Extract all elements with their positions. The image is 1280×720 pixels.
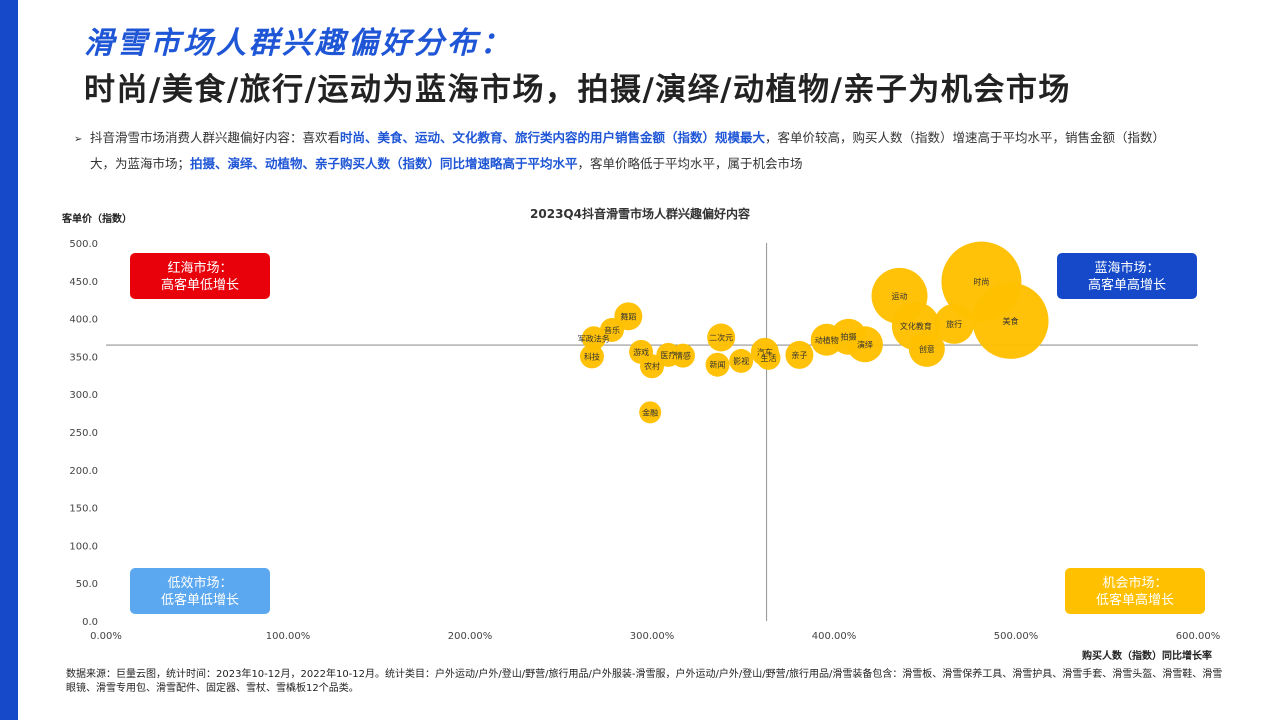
bubble-point bbox=[934, 303, 975, 344]
bubble-label: 科技 bbox=[584, 351, 600, 361]
quadrant-title: 蓝海市场： bbox=[1094, 260, 1159, 276]
x-tick-label: 100.00% bbox=[266, 631, 311, 642]
quadrant-title: 红海市场： bbox=[167, 260, 232, 276]
bubble-label: 时尚 bbox=[973, 277, 989, 287]
bubble-point bbox=[579, 344, 604, 369]
bubble-label: 音乐 bbox=[604, 325, 620, 335]
bubble-point bbox=[705, 352, 730, 377]
x-tick-label: 500.00% bbox=[994, 631, 1039, 642]
quadrant-desc: 低客单低增长 bbox=[161, 592, 239, 608]
y-tick-label: 50.0 bbox=[76, 579, 98, 590]
left-accent-bar bbox=[0, 0, 18, 720]
quadrant-box bbox=[130, 253, 270, 299]
x-tick-label: 400.00% bbox=[812, 631, 857, 642]
x-axis-label: 购买人数（指数）同比增长率 bbox=[1082, 649, 1212, 660]
bubble-label: 旅行 bbox=[946, 319, 962, 329]
quadrant-desc: 低客单高增长 bbox=[1096, 592, 1174, 608]
bubble-label: 创意 bbox=[919, 344, 935, 354]
bubble-point bbox=[629, 339, 654, 364]
bubble-point bbox=[729, 348, 754, 373]
bubble-label: 汽车 bbox=[757, 347, 773, 357]
bubble-label: 军政法务 bbox=[578, 333, 610, 343]
axes: 0.0 50.0 100.0 150.0 200.0 250.0 300.0 350.0 400… bbox=[69, 239, 1220, 642]
summary-highlight-2: 拍摄、演绎、动植物、亲子购买人数（指数）同比增速略高于平均水平 bbox=[190, 156, 578, 171]
bubble-label: 文化教育 bbox=[900, 321, 932, 331]
bubble-label: 生活 bbox=[760, 353, 776, 363]
bubble-point bbox=[785, 340, 814, 369]
summary-part4: ，客单价略低于平均水平，属于机会市场 bbox=[577, 156, 803, 171]
bubble-point bbox=[908, 330, 945, 367]
bubble-label: 亲子 bbox=[791, 350, 807, 360]
x-tick-label: 300.00% bbox=[630, 631, 675, 642]
x-tick-label: 200.00% bbox=[448, 631, 493, 642]
bubble-point bbox=[707, 323, 736, 352]
chart-title: 2023Q4抖音滑雪市场人群兴趣偏好内容 bbox=[530, 206, 750, 221]
y-tick-label: 100.0 bbox=[69, 541, 98, 552]
y-tick-label: 200.0 bbox=[69, 466, 98, 477]
bubble-label: 动植物 bbox=[815, 335, 839, 345]
quadrant-box bbox=[130, 568, 270, 614]
page-subtitle: 时尚/美食/旅行/运动为蓝海市场，拍摄/演绎/动植物/亲子为机会市场 bbox=[84, 72, 1071, 108]
y-tick-label: 150.0 bbox=[69, 504, 98, 515]
bubble-label: 新闻 bbox=[710, 360, 726, 370]
bubble-point bbox=[581, 326, 606, 351]
x-tick-label: 600.00% bbox=[1176, 631, 1221, 642]
bubble-chart: 2023Q4抖音滑雪市场人群兴趣偏好内容 客单价（指数） 购买人数（指数）同比增… bbox=[61, 206, 1220, 660]
bubble-point bbox=[846, 326, 883, 363]
page-title: 滑雪市场人群兴趣偏好分布： bbox=[84, 26, 513, 61]
summary-part1: 抖音滑雪市场消费人群兴趣偏好内容：喜欢看 bbox=[90, 130, 341, 145]
y-tick-label: 450.0 bbox=[69, 277, 98, 288]
bubble-point bbox=[756, 345, 781, 370]
bubble-label: 拍摄 bbox=[841, 332, 857, 342]
bubble-label: 二次元 bbox=[709, 333, 733, 343]
y-tick-label: 0.0 bbox=[82, 617, 98, 628]
bubble-point bbox=[972, 282, 1049, 359]
summary-part2: ，客单价较高，购买人数（指数）增速高于平均水平，销售金额（指数） bbox=[765, 130, 1166, 145]
y-tick-label: 400.0 bbox=[69, 315, 98, 326]
bubble-label: 医疗 bbox=[660, 350, 676, 360]
quadrant-blue-sea: 蓝海市场：高客单高增长 bbox=[1057, 253, 1197, 299]
summary-text: ➢ 抖音滑雪市场消费人群兴趣偏好内容：喜欢看时尚、美食、运动、文化教育、旅行类内容… bbox=[74, 126, 1234, 176]
bubble-point bbox=[599, 317, 624, 342]
bubble-label: 演绎 bbox=[857, 339, 873, 349]
bubble-label: 运动 bbox=[892, 291, 908, 301]
y-tick-label: 250.0 bbox=[69, 428, 98, 439]
y-axis-label: 客单价（指数） bbox=[61, 212, 132, 225]
bubble-label: 美食 bbox=[1003, 316, 1019, 326]
quadrant-desc: 高客单低增长 bbox=[161, 277, 239, 293]
quadrant-labels: 红海市场：高客单低增长蓝海市场：高客单高增长低效市场：低客单低增长机会市场：低客… bbox=[130, 253, 1205, 614]
bubble-point bbox=[810, 323, 843, 356]
bubble-point bbox=[639, 401, 662, 424]
bubble-label: 情感 bbox=[675, 351, 691, 361]
y-tick-label: 350.0 bbox=[69, 352, 98, 363]
bubble-label: 金融 bbox=[642, 407, 658, 417]
quadrant-desc: 高客单高增长 bbox=[1088, 277, 1166, 293]
y-tick-label: 300.0 bbox=[69, 390, 98, 401]
summary-part3: 大，为蓝海市场； bbox=[90, 156, 191, 171]
bubble-label: 舞蹈 bbox=[620, 311, 636, 321]
x-tick-label: 0.00% bbox=[90, 631, 122, 642]
quadrant-box bbox=[1057, 253, 1197, 299]
quadrant-title: 机会市场： bbox=[1102, 575, 1167, 591]
source-note: 数据来源：巨量云图，统计时间：2023年10-12月，2022年10-12月。统… bbox=[66, 669, 1223, 694]
bullet-icon: ➢ bbox=[74, 134, 83, 145]
quadrant-box bbox=[1065, 568, 1205, 614]
quadrant-opportunity: 机会市场：低客单高增长 bbox=[1065, 568, 1205, 614]
bubble-label: 影视 bbox=[733, 356, 749, 366]
quadrant-title: 低效市场： bbox=[167, 575, 232, 591]
quadrant-red-sea: 红海市场：高客单低增长 bbox=[130, 253, 270, 299]
summary-highlight-1: 时尚、美食、运动、文化教育、旅行类内容的用户销售金额（指数）规模最大 bbox=[340, 130, 766, 145]
bubble-label: 农村 bbox=[644, 361, 660, 371]
y-tick-label: 500.0 bbox=[69, 239, 98, 250]
bubble-label: 游戏 bbox=[633, 347, 649, 357]
quadrant-low-efficiency: 低效市场：低客单低增长 bbox=[130, 568, 270, 614]
